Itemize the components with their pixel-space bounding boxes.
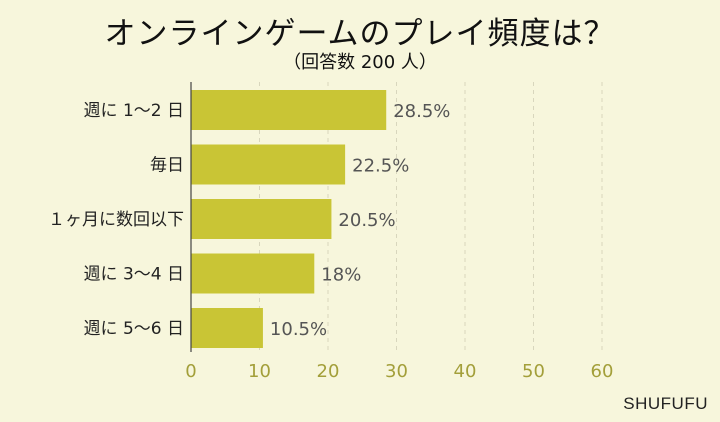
x-tick-label: 50 [522,361,545,382]
bar [191,199,332,239]
x-tick-label: 20 [317,361,340,382]
category-label: 週に 3〜4 日 [84,265,184,285]
bar [191,144,346,185]
x-tick-label: 0 [185,361,196,382]
data-label: 20.5% [338,210,395,231]
x-tick-label: 60 [591,361,614,382]
bar [191,90,387,130]
brand-logo: SHUFUFU [623,394,708,413]
x-tick-label: 10 [248,361,271,382]
data-label: 18% [321,265,361,286]
category-label: 毎日 [150,156,184,176]
category-label: 週に 5〜6 日 [84,319,184,339]
data-label: 22.5% [352,156,409,177]
x-tick-label: 30 [385,361,408,382]
bar [191,308,263,348]
data-label: 28.5% [393,101,450,122]
chart-subtitle: （回答数 200 人） [283,52,437,73]
x-tick-label: 40 [454,361,477,382]
bar [191,253,315,294]
data-label: 10.5% [270,319,327,340]
category-label: １ヶ月に数回以下 [48,210,184,230]
chart-title: オンラインゲームのプレイ頻度は？ [104,16,616,52]
category-label: 週に 1〜2 日 [84,101,184,121]
